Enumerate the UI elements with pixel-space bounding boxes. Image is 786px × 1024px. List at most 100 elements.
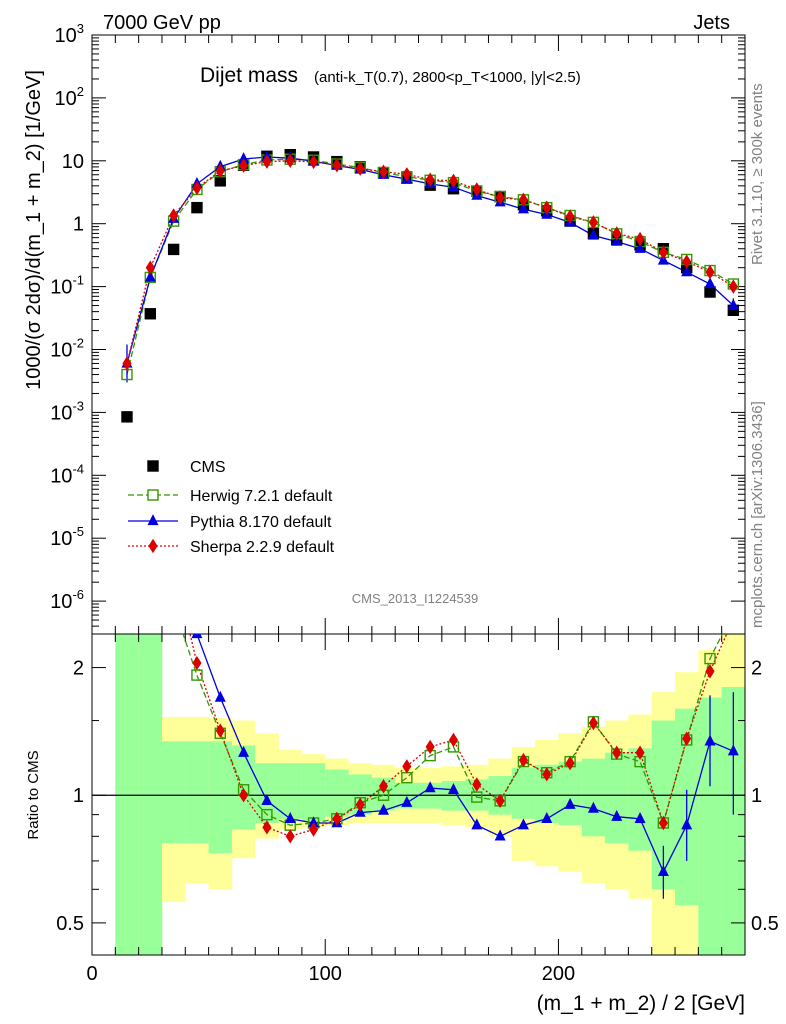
ratio-sherpa-point bbox=[285, 829, 295, 844]
ratio-pythia-point bbox=[378, 803, 390, 815]
plot-title: Dijet mass bbox=[200, 64, 298, 87]
y-tick-exp: 3 bbox=[77, 21, 84, 36]
legend-label: CMS bbox=[190, 459, 226, 476]
ratio-y-tick-label-left: 0.5 bbox=[56, 913, 84, 935]
sherpa-point bbox=[355, 161, 365, 176]
ratio-sherpa-point bbox=[705, 664, 715, 679]
sherpa-point bbox=[635, 231, 645, 247]
ratio-pythia-point bbox=[191, 634, 203, 639]
ratio-line-sherpa bbox=[189, 634, 728, 837]
band-inner-bin bbox=[535, 764, 559, 824]
legend-label: Sherpa 2.2.9 default bbox=[190, 539, 335, 556]
header-right: Jets bbox=[693, 12, 730, 34]
sherpa-point bbox=[262, 154, 272, 169]
header-left: 7000 GeV pp bbox=[103, 12, 221, 34]
ratio-pythia-point bbox=[517, 818, 529, 830]
y-tick-base: 10 bbox=[50, 528, 72, 550]
cms-point bbox=[144, 308, 157, 320]
pythia-point bbox=[681, 265, 693, 277]
sherpa-point bbox=[588, 215, 598, 230]
y-tick-label: 102 bbox=[55, 84, 84, 110]
ratio-pythia-point bbox=[704, 734, 716, 746]
cms-point bbox=[167, 243, 180, 256]
ratio-pythia-point bbox=[681, 818, 693, 830]
sherpa-point bbox=[215, 163, 225, 179]
ratio-sherpa-point bbox=[588, 715, 598, 731]
ratio-pythia-point bbox=[541, 811, 553, 823]
cms-point bbox=[121, 411, 133, 423]
sherpa-point bbox=[425, 172, 435, 187]
ratio-pythia-point bbox=[308, 816, 320, 828]
legend-label: Herwig 7.2.1 default bbox=[190, 488, 333, 505]
sherpa-point bbox=[332, 158, 342, 173]
ratio-sherpa-point bbox=[308, 822, 319, 837]
cms-point bbox=[191, 201, 203, 214]
ratio-ylabel: Ratio to CMS bbox=[25, 750, 42, 839]
ratio-sherpa-point bbox=[635, 745, 645, 760]
ratio-y-tick-label-right: 1 bbox=[751, 785, 762, 807]
band-inner-bin bbox=[651, 720, 676, 890]
sherpa-point bbox=[518, 192, 529, 207]
ratio-uncertainty-bands bbox=[115, 634, 746, 955]
band-inner-bin bbox=[208, 741, 233, 854]
band-inner-bin bbox=[325, 769, 349, 817]
ratio-sherpa-point bbox=[448, 732, 459, 748]
y-tick-exp: -5 bbox=[72, 524, 84, 539]
ratio-pythia-point bbox=[587, 801, 599, 813]
ratio-y-tick-label-left: 2 bbox=[73, 658, 84, 680]
mcplots-label: mcplots.cern.ch [arXiv:1306.3436] bbox=[749, 401, 766, 628]
ratio-sherpa-point bbox=[378, 779, 389, 794]
sherpa-point bbox=[612, 226, 622, 241]
band-inner-bin bbox=[138, 634, 163, 955]
main-series-group bbox=[121, 149, 740, 423]
ratio-pythia-point bbox=[214, 690, 226, 702]
y-tick-base: 10 bbox=[50, 402, 72, 424]
ratio-pythia-point bbox=[424, 781, 436, 793]
rivet-label: Rivet 3.1.10, ≥ 300k events bbox=[749, 83, 766, 265]
ratio-sherpa-point bbox=[332, 811, 342, 826]
plot-title-detail: (anti-k_T(0.7), 2800<p_T<1000, |y|<2.5) bbox=[314, 69, 581, 86]
ratio-xlabel: (m_1 + m_2) / 2 [GeV] bbox=[537, 992, 745, 1015]
ratio-sherpa-point bbox=[239, 788, 249, 803]
y-tick-label: 10-1 bbox=[50, 273, 84, 299]
ratio-sherpa-point bbox=[565, 755, 575, 771]
band-inner-bin bbox=[231, 745, 256, 830]
sherpa-point bbox=[122, 356, 132, 371]
band-inner-bin bbox=[558, 761, 583, 826]
ratio-pythia-point bbox=[261, 794, 273, 806]
sherpa-point bbox=[495, 190, 505, 205]
ratio-sherpa-point bbox=[215, 723, 225, 738]
ratio-pythia-point bbox=[447, 782, 459, 794]
legend-cms-marker bbox=[147, 460, 159, 472]
pythia-point bbox=[727, 298, 739, 310]
ratio-sherpa-point bbox=[402, 759, 412, 774]
band-inner-bin bbox=[511, 767, 536, 819]
y-tick-base: 10 bbox=[55, 88, 77, 110]
main-line-herwig bbox=[126, 158, 734, 375]
sherpa-point bbox=[728, 279, 738, 294]
band-inner-bin bbox=[371, 777, 396, 811]
pythia-point bbox=[587, 228, 599, 240]
x-tick-label: 100 bbox=[309, 963, 342, 985]
ratio-pythia-point bbox=[238, 745, 250, 757]
sherpa-point bbox=[285, 153, 295, 169]
ratio-pythia-point bbox=[727, 744, 739, 756]
ratio-pythia-point bbox=[494, 829, 506, 841]
ratio-pythia-point bbox=[634, 811, 646, 823]
band-inner-bin bbox=[628, 748, 653, 851]
y-tick-base: 10 bbox=[50, 465, 72, 487]
ratio-pythia-point bbox=[471, 818, 483, 830]
ratio-herwig-point bbox=[261, 808, 273, 821]
y-tick-label: 10-6 bbox=[50, 587, 84, 613]
pythia-point bbox=[144, 270, 156, 282]
sherpa-point bbox=[169, 208, 179, 223]
legend-label: Pythia 8.170 default bbox=[190, 514, 332, 531]
ratio-sherpa-point bbox=[682, 731, 692, 746]
ratio-series-group bbox=[182, 634, 739, 899]
band-inner-bin bbox=[605, 752, 629, 844]
y-tick-label: 10-2 bbox=[50, 336, 84, 362]
ratio-y-tick-label-right: 2 bbox=[751, 658, 762, 680]
x-tick-label: 0 bbox=[86, 963, 97, 985]
ratio-pythia-point bbox=[401, 795, 413, 807]
